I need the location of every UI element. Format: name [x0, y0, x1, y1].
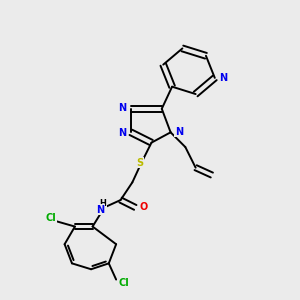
Text: H: H [100, 200, 106, 208]
Text: N: N [175, 127, 183, 137]
Text: Cl: Cl [118, 278, 129, 287]
Text: N: N [96, 205, 104, 215]
Text: N: N [118, 103, 126, 113]
Text: N: N [118, 128, 126, 138]
Text: S: S [136, 158, 143, 168]
Text: O: O [140, 202, 148, 212]
Text: N: N [220, 73, 228, 83]
Text: Cl: Cl [46, 213, 57, 223]
